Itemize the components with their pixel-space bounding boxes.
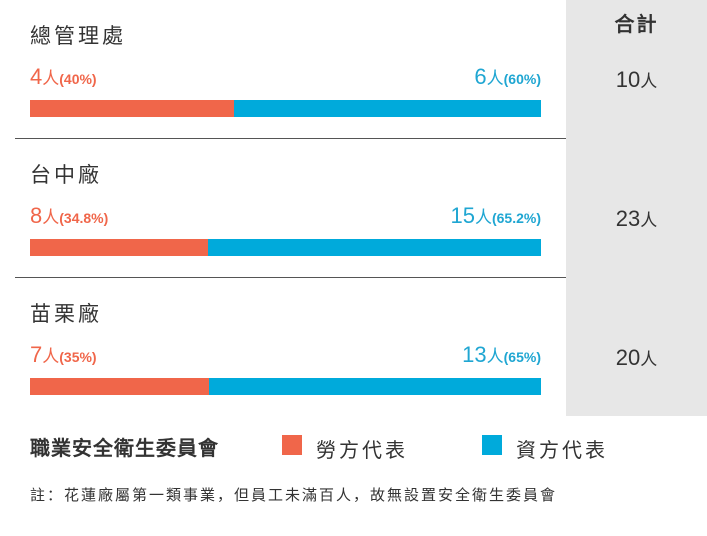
- capital-stat-value: 6: [474, 64, 487, 89]
- stacked-bar: [30, 239, 541, 256]
- row-2: 苗栗廠 7人(35%) 13人(65%): [0, 278, 566, 417]
- legend-label-capital: 資方代表: [516, 438, 608, 462]
- bar-segment-capital: [207, 239, 541, 256]
- capital-stat-value: 15: [450, 203, 475, 228]
- row-divider: [15, 138, 566, 139]
- capital-stat-percent: (65.2%): [491, 210, 541, 226]
- row-divider: [15, 277, 566, 278]
- row-total-unit: 人: [640, 350, 658, 370]
- row-title: 總管理處: [30, 24, 126, 48]
- row-0: 總管理處 4人(40%) 6人(60%): [0, 0, 566, 139]
- footnote: 註：花蓮廠屬第一類事業，但員工未滿百人，故無設置安全衛生委員會: [30, 486, 558, 504]
- legend-swatch-labor: [282, 435, 302, 455]
- row-total-unit: 人: [640, 72, 658, 92]
- labor-stat-unit: 人: [42, 208, 60, 228]
- row-title: 台中廠: [30, 163, 102, 187]
- capital-stat-unit: 人: [486, 347, 504, 367]
- legend: 職業安全衛生委員會 勞方代表 資方代表: [30, 432, 690, 462]
- capital-stat: 15人(65.2%): [450, 203, 541, 229]
- labor-stat: 4人(40%): [30, 64, 97, 90]
- total-header: 合計: [614, 12, 659, 36]
- row-total-value: 23: [615, 206, 641, 231]
- labor-stat-percent: (35%): [59, 349, 97, 365]
- labor-stat-percent: (34.8%): [59, 210, 109, 226]
- legend-label-labor: 勞方代表: [316, 438, 408, 462]
- capital-stat-value: 13: [462, 342, 487, 367]
- legend-title: 職業安全衛生委員會: [30, 436, 219, 460]
- capital-stat: 6人(60%): [474, 64, 541, 90]
- row-total-value: 20: [615, 345, 641, 370]
- capital-stat-unit: 人: [474, 208, 492, 228]
- row-total: 10人: [566, 67, 707, 93]
- bar-segment-labor: [30, 378, 209, 395]
- bar-segment-capital: [234, 100, 541, 117]
- row-total-unit: 人: [640, 211, 658, 231]
- labor-stat: 7人(35%): [30, 342, 97, 368]
- total-column-background: [566, 0, 707, 416]
- labor-stat-unit: 人: [42, 69, 60, 89]
- capital-stat-percent: (65%): [503, 349, 541, 365]
- stacked-bar: [30, 378, 541, 395]
- labor-stat-value: 4: [30, 64, 43, 89]
- labor-stat-value: 7: [30, 342, 43, 367]
- row-total-value: 10: [615, 67, 641, 92]
- labor-stat-unit: 人: [42, 347, 60, 367]
- bar-segment-labor: [30, 100, 235, 117]
- capital-stat-unit: 人: [486, 69, 504, 89]
- legend-swatch-capital: [482, 435, 502, 455]
- row-total: 23人: [566, 206, 707, 232]
- bar-segment-capital: [208, 378, 541, 395]
- row-1: 台中廠 8人(34.8%) 15人(65.2%): [0, 139, 566, 278]
- row-total: 20人: [566, 345, 707, 371]
- row-title: 苗栗廠: [30, 302, 102, 326]
- capital-stat-percent: (60%): [503, 71, 541, 87]
- labor-stat-value: 8: [30, 203, 43, 228]
- bar-segment-labor: [30, 239, 208, 256]
- stacked-bar: [30, 100, 541, 117]
- labor-stat-percent: (40%): [59, 71, 97, 87]
- capital-stat: 13人(65%): [462, 342, 541, 368]
- labor-stat: 8人(34.8%): [30, 203, 108, 229]
